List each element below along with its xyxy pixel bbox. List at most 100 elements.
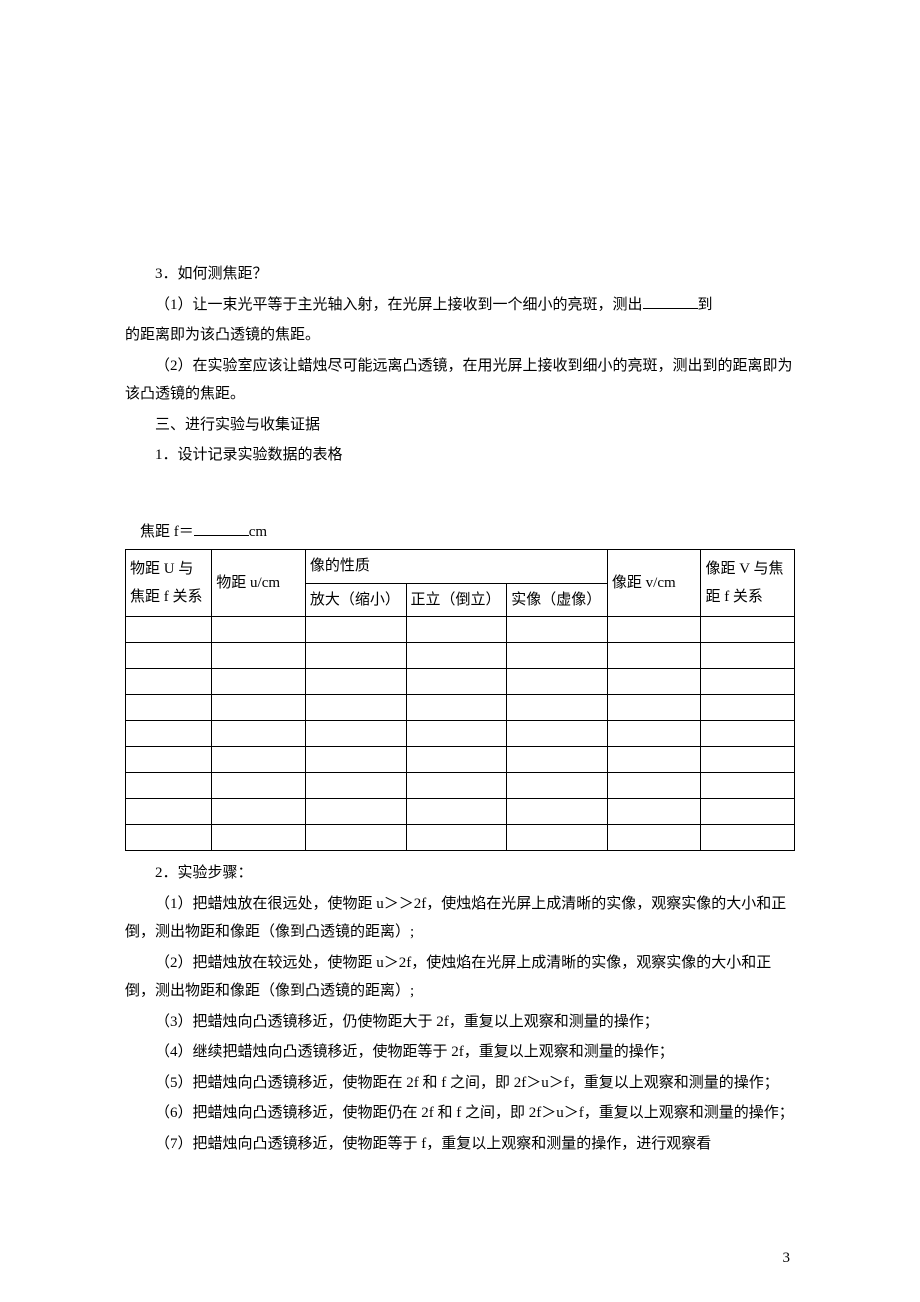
cell[interactable] (212, 669, 306, 695)
step-2: （2）把蜡烛放在较远处，使物距 u＞2f，使烛焰在光屏上成清晰的实像，观察实像的… (125, 949, 795, 1006)
cell[interactable] (305, 773, 406, 799)
step-6: （6）把蜡烛向凸透镜移近，使物距仍在 2f 和 f 之间，即 2f＞u＞f，重复… (125, 1099, 795, 1128)
cell[interactable] (607, 669, 701, 695)
cell[interactable] (701, 747, 795, 773)
cell[interactable] (305, 747, 406, 773)
cell[interactable] (212, 695, 306, 721)
cell[interactable] (126, 825, 212, 851)
table-row (126, 773, 795, 799)
th-imgdist: 像距 v/cm (607, 550, 701, 617)
document-body: 3．如何测焦距？ （1）让一束光平等于主光轴入射，在光屏上接收到一个细小的亮斑，… (125, 260, 795, 1158)
cell[interactable] (212, 825, 306, 851)
step-1: （1）把蜡烛放在很远处，使物距 u＞＞2f，使烛焰在光屏上成清晰的实像，观察实像… (125, 890, 795, 947)
cell[interactable] (406, 747, 507, 773)
th-real: 实像（虚像） (507, 583, 608, 617)
cell[interactable] (607, 721, 701, 747)
exp-item1: 1．设计记录实验数据的表格 (125, 441, 795, 470)
cell[interactable] (305, 643, 406, 669)
cell[interactable] (701, 695, 795, 721)
cell[interactable] (212, 617, 306, 643)
th-objdist-rel: 物距 U 与焦距 f 关系 (126, 550, 212, 617)
steps-title: 2．实验步骤： (125, 859, 795, 888)
cell[interactable] (126, 773, 212, 799)
q3-item1-post-inline: 到 (698, 297, 713, 313)
cell[interactable] (212, 643, 306, 669)
cell[interactable] (701, 721, 795, 747)
cell[interactable] (607, 617, 701, 643)
cell[interactable] (126, 669, 212, 695)
cell[interactable] (406, 617, 507, 643)
cell[interactable] (305, 825, 406, 851)
cell[interactable] (701, 799, 795, 825)
cell[interactable] (406, 643, 507, 669)
th-orient: 正立（倒立） (406, 583, 507, 617)
cell[interactable] (305, 695, 406, 721)
step-4: （4）继续把蜡烛向凸透镜移近，使物距等于 2f，重复以上观察和测量的操作； (125, 1038, 795, 1067)
cell[interactable] (507, 773, 608, 799)
cell[interactable] (701, 669, 795, 695)
cell[interactable] (126, 721, 212, 747)
table-row (126, 617, 795, 643)
data-table: 物距 U 与焦距 f 关系 物距 u/cm 像的性质 像距 v/cm 像距 V … (125, 549, 795, 851)
cell[interactable] (212, 799, 306, 825)
cell[interactable] (607, 747, 701, 773)
cell[interactable] (701, 643, 795, 669)
th-imgdist-rel: 像距 V 与焦距 f 关系 (701, 550, 795, 617)
q3-title: 3．如何测焦距？ (125, 260, 795, 289)
fill-blank-focal[interactable] (194, 521, 249, 536)
cell[interactable] (126, 799, 212, 825)
step-5: （5）把蜡烛向凸透镜移近，使物距在 2f 和 f 之间，即 2f＞u＞f，重复以… (125, 1069, 795, 1098)
cell[interactable] (507, 695, 608, 721)
cell[interactable] (406, 773, 507, 799)
cell[interactable] (126, 695, 212, 721)
table-row (126, 747, 795, 773)
cell[interactable] (607, 695, 701, 721)
cell[interactable] (126, 617, 212, 643)
cell[interactable] (305, 669, 406, 695)
cell[interactable] (507, 721, 608, 747)
cell[interactable] (507, 669, 608, 695)
cell[interactable] (607, 773, 701, 799)
fill-blank-1[interactable] (643, 294, 698, 309)
q3-item1-cont: 的距离即为该凸透镜的焦距。 (125, 321, 795, 350)
cell[interactable] (212, 721, 306, 747)
cell[interactable] (507, 617, 608, 643)
table-row (126, 721, 795, 747)
cell[interactable] (607, 799, 701, 825)
table-row (126, 669, 795, 695)
cell[interactable] (305, 617, 406, 643)
cell[interactable] (126, 643, 212, 669)
page-number: 3 (783, 1244, 791, 1273)
cell[interactable] (212, 773, 306, 799)
cell[interactable] (406, 721, 507, 747)
q3-item1-pre: （1）让一束光平等于主光轴入射，在光屏上接收到一个细小的亮斑，测出 (155, 297, 643, 313)
th-objdist: 物距 u/cm (212, 550, 306, 617)
cell[interactable] (406, 669, 507, 695)
cell[interactable] (305, 721, 406, 747)
cell[interactable] (507, 825, 608, 851)
cell[interactable] (212, 747, 306, 773)
focal-length-line: 焦距 f＝cm (125, 518, 795, 547)
cell[interactable] (607, 825, 701, 851)
cell[interactable] (305, 799, 406, 825)
table-row (126, 799, 795, 825)
exp-heading: 三、进行实验与收集证据 (125, 411, 795, 440)
cell[interactable] (507, 799, 608, 825)
th-image-nature: 像的性质 (305, 550, 607, 584)
cell[interactable] (126, 747, 212, 773)
cell[interactable] (701, 825, 795, 851)
cell[interactable] (701, 617, 795, 643)
table-header-row-1: 物距 U 与焦距 f 关系 物距 u/cm 像的性质 像距 v/cm 像距 V … (126, 550, 795, 584)
cell[interactable] (701, 773, 795, 799)
q3-item1: （1）让一束光平等于主光轴入射，在光屏上接收到一个细小的亮斑，测出 到 (125, 291, 795, 320)
q3-item2: （2）在实验室应该让蜡烛尽可能远离凸透镜，在用光屏上接收到细小的亮斑，测出到的距… (125, 352, 795, 409)
cell[interactable] (406, 825, 507, 851)
cell[interactable] (507, 747, 608, 773)
focal-pre: 焦距 f＝ (140, 524, 194, 540)
cell[interactable] (507, 643, 608, 669)
table-row (126, 695, 795, 721)
cell[interactable] (607, 643, 701, 669)
cell[interactable] (406, 799, 507, 825)
table-row (126, 825, 795, 851)
cell[interactable] (406, 695, 507, 721)
